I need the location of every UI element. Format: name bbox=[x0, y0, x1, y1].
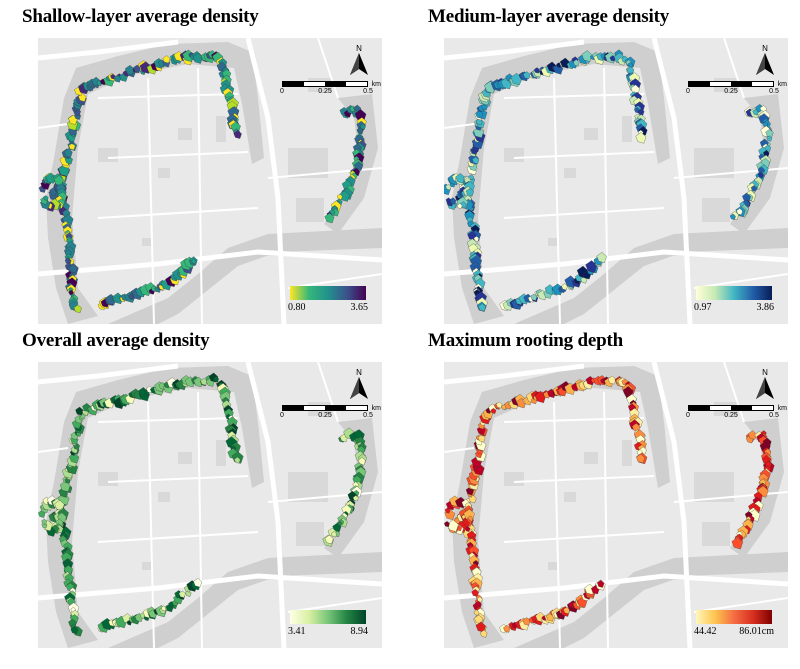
scale-bar: km 0 0.25 0.5 bbox=[686, 81, 787, 98]
scale-bar-graphic: km bbox=[688, 81, 787, 88]
scale-tick-label: 0.5 bbox=[363, 88, 373, 95]
sample-plots bbox=[38, 49, 367, 314]
north-arrow-icon: N bbox=[346, 368, 372, 404]
scale-unit: km bbox=[777, 405, 787, 412]
scale-bar-segment bbox=[283, 82, 304, 86]
scale-tick-label: 0.25 bbox=[318, 412, 332, 419]
sample-plots bbox=[444, 375, 775, 638]
legend-min-label: 3.41 bbox=[288, 626, 306, 637]
scale-tick-label: 0 bbox=[280, 412, 284, 419]
scale-bar-segment bbox=[325, 82, 346, 86]
north-label: N bbox=[762, 368, 768, 377]
legend-min-label: 44.42 bbox=[694, 626, 717, 637]
scale-tick-label: 0.5 bbox=[769, 88, 779, 95]
legend-max-label: 8.94 bbox=[350, 626, 369, 637]
scale-tick-label: 0.5 bbox=[363, 412, 373, 419]
panel-title: Medium-layer average density bbox=[428, 6, 670, 27]
scale-bar: km 0 0.25 0.5 bbox=[280, 405, 381, 422]
legend-color-ramp bbox=[696, 610, 772, 624]
legend-color-ramp bbox=[290, 610, 366, 624]
north-arrow-icon: N bbox=[346, 44, 372, 80]
panel-title: Maximum rooting depth bbox=[428, 330, 623, 351]
color-legend: 0.97 3.86 bbox=[694, 286, 774, 314]
scale-bar: km 0 0.25 0.5 bbox=[280, 81, 381, 98]
scale-bar-segment bbox=[731, 406, 752, 410]
scale-bar-graphic: km bbox=[282, 81, 381, 88]
scale-bar: km 0 0.25 0.5 bbox=[686, 405, 787, 422]
north-label: N bbox=[762, 44, 768, 53]
north-label: N bbox=[356, 368, 362, 377]
legend-max-label: 86.01cm bbox=[739, 626, 774, 637]
scale-tick-label: 0 bbox=[686, 88, 690, 95]
legend-max-label: 3.86 bbox=[756, 302, 775, 313]
color-legend: 3.41 8.94 bbox=[288, 610, 368, 638]
scale-bar-segment bbox=[325, 406, 346, 410]
scale-bar-segment bbox=[689, 406, 710, 410]
legend-color-ramp bbox=[696, 286, 772, 300]
basemap bbox=[444, 38, 788, 324]
panel-title: Shallow-layer average density bbox=[22, 6, 259, 27]
north-label: N bbox=[356, 44, 362, 53]
scale-unit: km bbox=[371, 81, 381, 88]
legend-min-label: 0.80 bbox=[288, 302, 306, 313]
north-arrow-icon: N bbox=[752, 44, 778, 80]
panel-title: Overall average density bbox=[22, 330, 210, 351]
scale-tick-label: 0 bbox=[280, 88, 284, 95]
scale-tick-label: 0.5 bbox=[769, 412, 779, 419]
scale-tick-label: 0.25 bbox=[724, 412, 738, 419]
legend-min-label: 0.97 bbox=[694, 302, 712, 313]
scale-bar-segment bbox=[731, 82, 752, 86]
scale-bar-segment bbox=[689, 82, 710, 86]
color-legend: 44.42 86.01cm bbox=[694, 610, 774, 638]
color-legend: 0.80 3.65 bbox=[288, 286, 368, 314]
scale-tick-label: 0 bbox=[686, 412, 690, 419]
sample-plots bbox=[38, 372, 367, 637]
scale-bar-graphic: km bbox=[688, 405, 787, 412]
north-arrow-icon: N bbox=[752, 368, 778, 404]
scale-tick-label: 0.25 bbox=[318, 88, 332, 95]
scale-tick-label: 0.25 bbox=[724, 88, 738, 95]
scale-unit: km bbox=[371, 405, 381, 412]
scale-bar-segment bbox=[283, 406, 304, 410]
scale-bar-graphic: km bbox=[282, 405, 381, 412]
legend-max-label: 3.65 bbox=[350, 302, 369, 313]
legend-color-ramp bbox=[290, 286, 366, 300]
scale-unit: km bbox=[777, 81, 787, 88]
sample-plots bbox=[444, 49, 774, 312]
